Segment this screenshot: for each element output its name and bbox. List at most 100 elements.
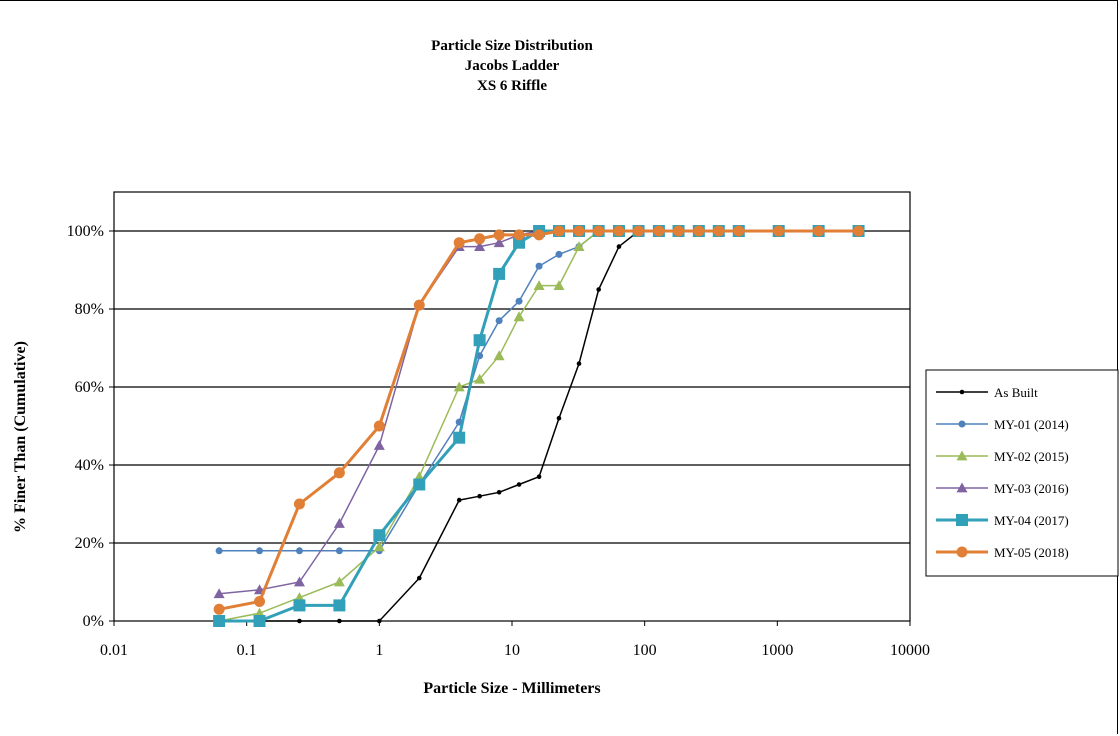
data-point-0-5 [416,575,422,581]
y-tick-label-1: 20% [75,535,104,552]
data-point-0-10 [536,474,542,480]
data-point-2-4 [373,541,385,552]
legend-marker-0 [959,389,965,395]
data-point-1-1 [256,547,264,555]
data-point-4-2 [293,599,306,612]
data-point-2-10 [533,280,545,290]
data-point-5-5 [413,299,425,311]
data-point-0-9 [516,482,522,487]
data-point-5-10 [533,229,545,241]
data-point-5-15 [633,225,645,237]
x-tick-label-0: 0.01 [100,642,128,659]
legend-marker-3 [956,482,968,493]
data-point-4-1 [253,615,266,627]
data-point-5-20 [733,225,745,237]
data-point-2-7 [474,373,486,384]
data-point-2-11 [553,280,565,290]
legend-label-1: MY-01 (2014) [994,417,1069,432]
data-point-5-9 [513,229,525,241]
data-point-4-0 [213,615,226,627]
data-point-5-13 [593,225,605,237]
legend-box [925,369,1119,577]
data-point-5-22 [813,225,825,237]
y-tick-label-5: 100% [67,223,104,240]
chart-title: Particle Size Distribution Jacobs Ladder… [431,38,593,94]
y-tick-label-2: 40% [75,457,104,474]
data-point-2-12 [573,241,585,251]
plot-area: 0% 20% 40% 60% 80% 100% 0.01 0.1 1 10 100 1000 10000 [67,191,930,659]
legend-marker-4 [956,514,968,526]
chart-title-line-3: XS 6 Riffle [477,78,547,94]
data-point-4-6 [453,431,466,444]
data-point-3-7 [474,241,486,251]
chart-title-line-2: Jacobs Ladder [465,58,560,74]
data-point-0-12 [576,361,582,366]
data-point-5-1 [254,596,266,607]
data-point-4-4 [373,529,386,542]
data-point-5-4 [373,420,385,432]
data-point-2-3 [333,576,345,587]
data-point-5-14 [613,225,625,237]
data-point-2-8 [493,350,505,361]
data-point-3-4 [373,440,385,450]
data-point-3-2 [293,576,305,587]
data-point-5-8 [493,229,505,241]
x-tick-label-6: 10000 [890,642,930,659]
x-tick-label-4: 100 [633,642,657,659]
data-point-5-6 [453,237,465,249]
chart-title-line-1: Particle Size Distribution [431,38,593,54]
y-axis-title: % Finer Than (Cumulative) [12,341,29,533]
x-axis-title: Particle Size - Millimeters [423,680,600,697]
data-point-4-3 [333,599,346,612]
data-point-5-18 [693,225,705,237]
data-point-5-19 [713,225,725,237]
data-point-4-9 [513,236,526,249]
series-5 [213,225,865,615]
data-point-3-0 [213,588,225,599]
data-point-0-8 [496,490,502,495]
legend: As Built MY-01 (2014) MY-02 (2015) MY-03 (2… [925,369,1119,577]
data-point-0-6 [456,497,462,503]
legend-marker-2 [956,450,968,461]
data-point-1-8 [495,317,503,325]
legend-label-0: As Built [994,385,1038,400]
data-point-1-2 [295,547,303,555]
data-point-4-7 [473,334,486,347]
data-point-1-9 [515,297,523,305]
data-point-0-7 [477,493,482,499]
data-point-5-2 [293,498,305,510]
data-point-0-2 [297,618,302,624]
series-line-1 [219,230,859,552]
legend-label-4: MY-04 (2017) [994,513,1069,528]
data-point-1-10 [535,262,543,270]
data-point-2-9 [513,311,525,322]
legend-marker-1 [958,420,966,428]
series-1 [215,227,863,555]
data-point-4-5 [413,478,426,491]
data-point-1-11 [555,250,563,258]
data-point-3-3 [333,518,345,528]
data-point-5-3 [333,467,345,479]
x-tick-label-3: 10 [504,642,520,659]
y-tick-label-0: 0% [83,613,104,630]
data-point-1-3 [335,547,343,555]
data-point-5-21 [773,225,785,237]
x-tick-label-1: 0.1 [237,642,257,659]
data-point-0-3 [337,618,342,624]
data-point-5-17 [673,225,685,237]
data-point-5-11 [553,225,565,237]
data-point-5-7 [474,233,486,245]
data-point-4-8 [493,267,506,280]
y-tick-label-4: 80% [75,301,104,318]
data-point-5-23 [853,225,865,237]
legend-label-2: MY-02 (2015) [994,449,1069,464]
legend-label-5: MY-05 (2018) [994,545,1069,560]
data-point-5-16 [653,225,665,237]
legend-marker-5 [956,546,968,558]
data-point-0-13 [596,287,601,292]
data-point-0-11 [556,415,562,421]
x-tick-label-5: 1000 [761,642,793,659]
x-tick-label-2: 1 [375,642,383,659]
